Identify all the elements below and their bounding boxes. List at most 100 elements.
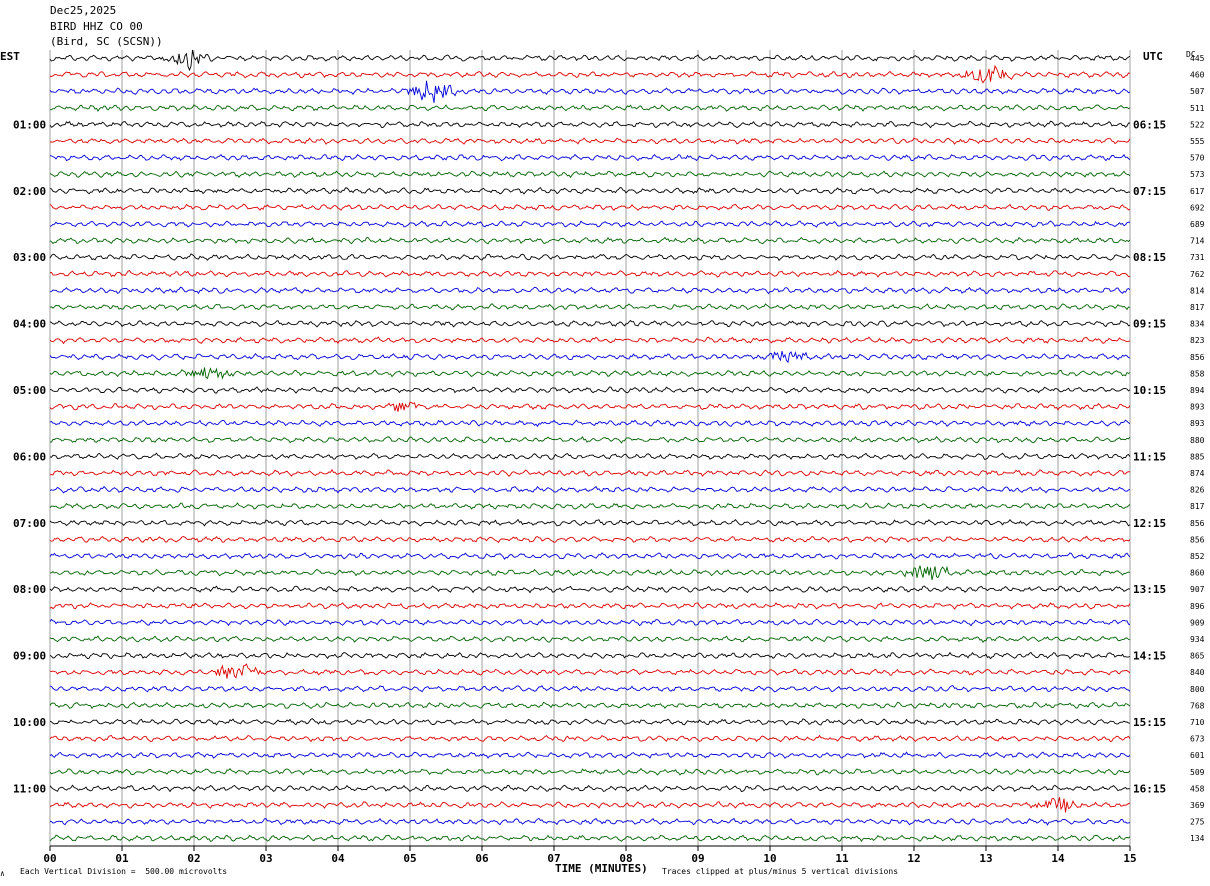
- right-hour-label: 13:15: [1133, 583, 1166, 596]
- trace-row-28: [49, 518, 1131, 527]
- trace-row-40: [49, 718, 1131, 726]
- trace-row-15: [49, 303, 1131, 311]
- trace-row-36: [49, 651, 1131, 660]
- dc-header-label: DC: [1186, 50, 1196, 59]
- left-hour-label: 08:00: [13, 583, 46, 596]
- x-tick-label-03: 03: [259, 852, 272, 865]
- trace-row-23: [50, 435, 1131, 444]
- right-hour-label: 10:15: [1133, 384, 1166, 397]
- trace-row-34: [49, 618, 1131, 627]
- left-hour-label: 07:00: [13, 517, 46, 530]
- trace-row-21: [49, 401, 1131, 412]
- x-tick-label-09: 09: [691, 852, 704, 865]
- x-tick-label-00: 00: [43, 852, 56, 865]
- right-hour-label: 16:15: [1133, 782, 1166, 795]
- dc-offset-label: 874: [1190, 469, 1205, 478]
- x-tick-label-15: 15: [1123, 852, 1136, 865]
- trace-row-46: [49, 817, 1131, 826]
- station-label: BIRD HHZ CO 00: [50, 20, 143, 33]
- dc-offset-label: 860: [1190, 569, 1205, 578]
- trace-row-37: [49, 663, 1131, 679]
- dc-offset-label: 710: [1190, 718, 1205, 727]
- trace-row-27: [49, 502, 1131, 510]
- trace-row-24: [49, 452, 1131, 461]
- x-tick-label-07: 07: [547, 852, 560, 865]
- dc-offset-label: 509: [1190, 768, 1205, 777]
- scale-note: Each Vertical Division = 500.00 microvol…: [20, 867, 228, 876]
- trace-row-45: [49, 797, 1131, 813]
- dc-offset-label: 689: [1190, 220, 1205, 229]
- x-tick-label-10: 10: [763, 852, 776, 865]
- dc-offset-label: 617: [1190, 187, 1205, 196]
- trace-row-44: [49, 784, 1131, 793]
- time-axis: 00 01 02 03 04 05 06 07 08 09 10 11 12 13 14 15: [43, 845, 1137, 865]
- x-tick-label-12: 12: [907, 852, 920, 865]
- left-hour-label: 09:00: [13, 650, 46, 663]
- right-hour-label: 09:15: [1133, 318, 1166, 331]
- dc-offset-label: 894: [1190, 386, 1205, 395]
- trace-row-42: [49, 751, 1131, 759]
- trace-row-31: [49, 565, 1131, 581]
- left-hour-label: 10:00: [13, 716, 46, 729]
- trace-row-13: [49, 270, 1131, 278]
- trace-row-6: [49, 153, 1131, 162]
- dc-offset-label: 573: [1190, 170, 1205, 179]
- dc-offset-label: 817: [1190, 303, 1205, 312]
- dc-offset-label: 555: [1190, 137, 1205, 146]
- trace-row-22: [49, 419, 1131, 428]
- trace-row-26: [49, 485, 1131, 494]
- left-hour-label: 03:00: [13, 251, 46, 264]
- trace-row-10: [49, 220, 1131, 228]
- x-axis-title: TIME (MINUTES): [555, 862, 648, 875]
- dc-offset-label: 814: [1190, 286, 1205, 295]
- dc-offset-label: 134: [1190, 834, 1205, 843]
- dc-offset-label: 275: [1190, 818, 1205, 827]
- dc-offset-label: 893: [1190, 403, 1205, 412]
- left-hour-label: 11:00: [13, 782, 46, 795]
- trace-row-19: [49, 367, 1131, 380]
- dc-offset-label: 934: [1190, 635, 1205, 644]
- dc-offset-label: 885: [1190, 452, 1205, 461]
- dc-offset-label: 800: [1190, 685, 1205, 694]
- dc-offset-label: 768: [1190, 701, 1205, 710]
- right-hour-label: 12:15: [1133, 517, 1166, 530]
- trace-group: 445 460 507 511 522 01:00 06:15 555 570 573 617 02:…: [13, 49, 1205, 843]
- dc-offset-label: 856: [1190, 519, 1205, 528]
- trace-row-39: [49, 701, 1131, 710]
- right-hour-label: 15:15: [1133, 716, 1166, 729]
- trace-row-41: [49, 734, 1131, 743]
- x-tick-label-02: 02: [187, 852, 200, 865]
- dc-offset-label: 570: [1190, 154, 1205, 163]
- dc-offset-label: 601: [1190, 751, 1205, 760]
- right-hour-label: 07:15: [1133, 185, 1166, 198]
- trace-row-2: [49, 80, 1131, 103]
- location-label: (Bird, SC (SCSN)): [50, 35, 163, 48]
- trace-row-0: [49, 49, 1131, 72]
- dc-offset-label: 731: [1190, 253, 1205, 262]
- trace-row-47: [49, 834, 1131, 843]
- x-tick-label-01: 01: [115, 852, 129, 865]
- dc-offset-label: 458: [1190, 784, 1205, 793]
- right-hour-label: 06:15: [1133, 118, 1166, 131]
- date-label: Dec25,2025: [50, 4, 117, 17]
- dc-offset-label: 692: [1190, 203, 1205, 212]
- left-hour-label: 04:00: [13, 318, 46, 331]
- trace-row-7: [49, 170, 1131, 179]
- corner-mark: ∧: [0, 869, 5, 878]
- x-tick-label-05: 05: [403, 852, 416, 865]
- minute-grid: [49, 50, 1131, 846]
- dc-offset-label: 852: [1190, 552, 1205, 561]
- trace-row-14: [49, 286, 1131, 295]
- trace-row-38: [49, 685, 1131, 693]
- trace-row-43: [49, 767, 1131, 776]
- trace-row-1: [49, 64, 1131, 84]
- dc-offset-label: 907: [1190, 585, 1205, 594]
- dc-offset-label: 840: [1190, 668, 1205, 677]
- left-hour-label: 06:00: [13, 450, 46, 463]
- dc-offset-label: 856: [1190, 353, 1205, 362]
- dc-offset-label: 858: [1190, 369, 1205, 378]
- dc-offset-label: 856: [1190, 535, 1205, 544]
- trace-row-9: [49, 203, 1131, 212]
- right-hour-label: 08:15: [1133, 251, 1166, 264]
- dc-offset-label: 880: [1190, 436, 1205, 445]
